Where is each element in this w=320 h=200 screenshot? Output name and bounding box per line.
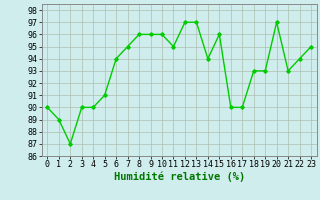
X-axis label: Humidité relative (%): Humidité relative (%) xyxy=(114,172,245,182)
